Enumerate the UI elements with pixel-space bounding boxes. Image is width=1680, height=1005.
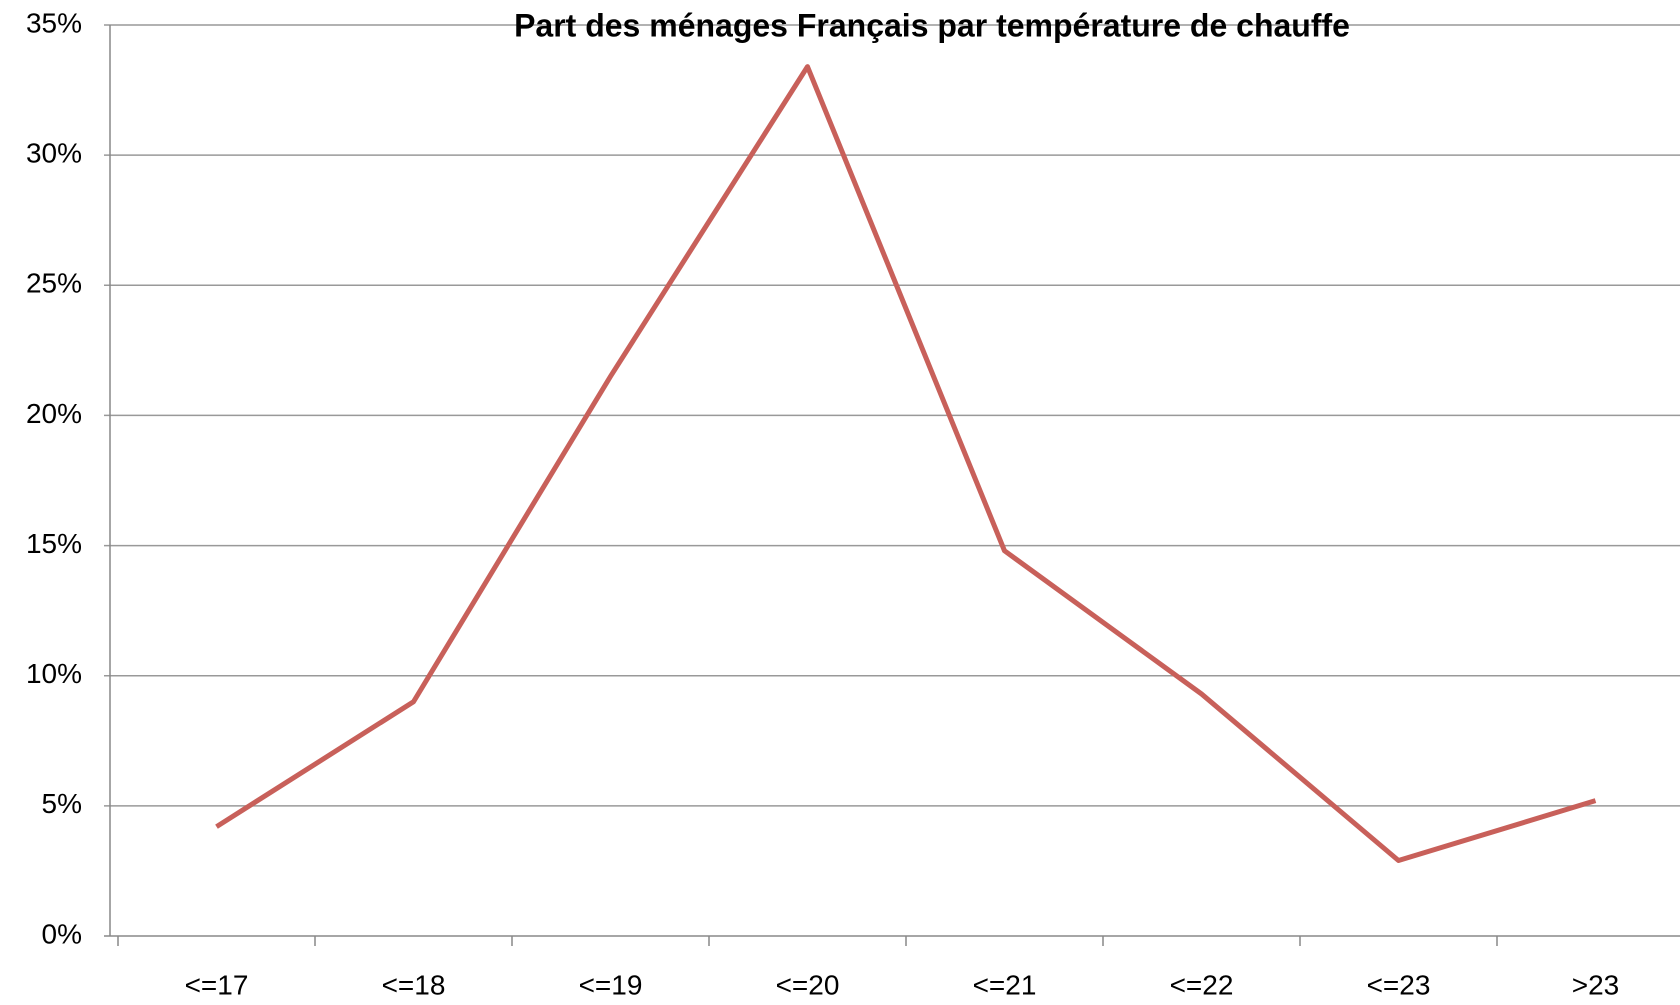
x-tick-label: <=18: [382, 969, 446, 1000]
y-tick-label: 0%: [42, 918, 82, 949]
y-tick-label: 25%: [26, 268, 82, 299]
x-tick-label: <=17: [185, 969, 249, 1000]
y-tick-label: 5%: [42, 788, 82, 819]
x-tick-label: <=21: [973, 969, 1037, 1000]
x-tick-label: <=19: [579, 969, 643, 1000]
x-tick-label: <=23: [1367, 969, 1431, 1000]
y-tick-label: 15%: [26, 528, 82, 559]
y-tick-label: 30%: [26, 138, 82, 169]
x-tick-label: >23: [1572, 969, 1620, 1000]
y-tick-label: 20%: [26, 398, 82, 429]
x-tick-label: <=22: [1170, 969, 1234, 1000]
y-tick-label: 10%: [26, 658, 82, 689]
y-tick-label: 35%: [26, 7, 82, 38]
x-tick-label: <=20: [776, 969, 840, 1000]
chart-title: Part des ménages Français par températur…: [514, 7, 1350, 43]
line-series: [215, 64, 1597, 864]
